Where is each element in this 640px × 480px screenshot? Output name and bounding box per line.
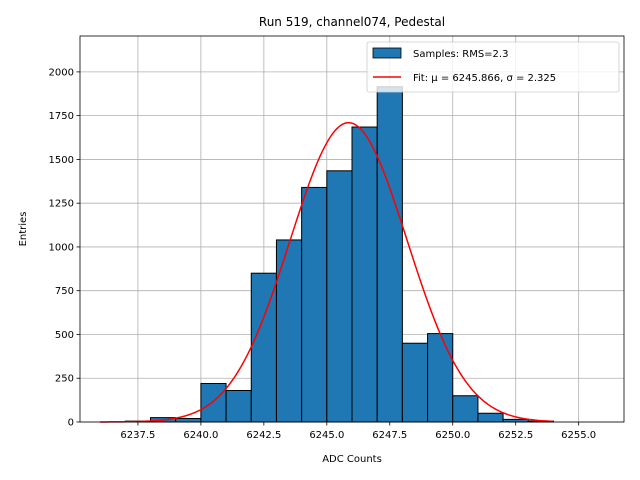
legend-histogram-swatch bbox=[372, 47, 402, 59]
y-tick-label: 1750 bbox=[49, 111, 74, 122]
x-tick-label: 6255.0 bbox=[561, 430, 596, 441]
histogram-bar bbox=[376, 86, 403, 423]
legend-fit-label: Fit: μ = 6245.866, σ = 2.325 bbox=[413, 73, 556, 84]
histogram-bar bbox=[225, 389, 252, 423]
histogram-bar bbox=[326, 170, 353, 423]
x-tick-label: 6245.0 bbox=[309, 430, 344, 441]
histogram-bar bbox=[427, 333, 454, 423]
y-tick-label: 750 bbox=[55, 286, 74, 297]
histogram-bar bbox=[401, 342, 429, 423]
histogram-bar bbox=[275, 239, 303, 423]
y-tick-label: 0 bbox=[68, 418, 74, 429]
plot-frame bbox=[79, 35, 625, 423]
y-tick-label: 1250 bbox=[49, 199, 74, 210]
histogram-bar bbox=[175, 417, 202, 423]
histogram-bar bbox=[250, 272, 277, 423]
x-tick-label: 6240.0 bbox=[183, 430, 218, 441]
x-tick-label: 6237.5 bbox=[120, 430, 155, 441]
x-axis-label: ADC Counts bbox=[322, 454, 382, 465]
y-tick-label: 2000 bbox=[49, 67, 74, 78]
chart-title: Run 519, channel074, Pedestal bbox=[259, 15, 445, 29]
x-tick-label: 6242.5 bbox=[246, 430, 281, 441]
histogram-bar bbox=[452, 395, 479, 423]
legend: Samples: RMS=2.3 Fit: μ = 6245.866, σ = … bbox=[366, 41, 620, 93]
y-axis-ticks: 0 250 500 750 1000 1250 1500 1750 2000 bbox=[49, 67, 80, 429]
histogram-bar bbox=[351, 126, 378, 423]
histogram-bar bbox=[200, 382, 227, 423]
legend-histogram-label: Samples: RMS=2.3 bbox=[413, 49, 508, 60]
y-tick-label: 250 bbox=[55, 374, 74, 385]
histogram-bars bbox=[124, 86, 554, 423]
x-axis-ticks: 6237.5 6240.0 6242.5 6245.0 6247.5 6250.0 6252… bbox=[120, 422, 596, 441]
y-tick-label: 1000 bbox=[49, 242, 74, 253]
y-tick-label: 500 bbox=[55, 330, 74, 341]
x-tick-label: 6250.0 bbox=[435, 430, 470, 441]
y-axis-label: Entries bbox=[18, 212, 29, 247]
histogram-bar bbox=[301, 186, 328, 423]
x-tick-label: 6247.5 bbox=[372, 430, 407, 441]
x-tick-label: 6252.5 bbox=[498, 430, 533, 441]
fit-curve bbox=[100, 121, 554, 423]
y-tick-label: 1500 bbox=[49, 155, 74, 166]
legend-box bbox=[366, 41, 620, 93]
histogram-bar bbox=[477, 412, 504, 423]
